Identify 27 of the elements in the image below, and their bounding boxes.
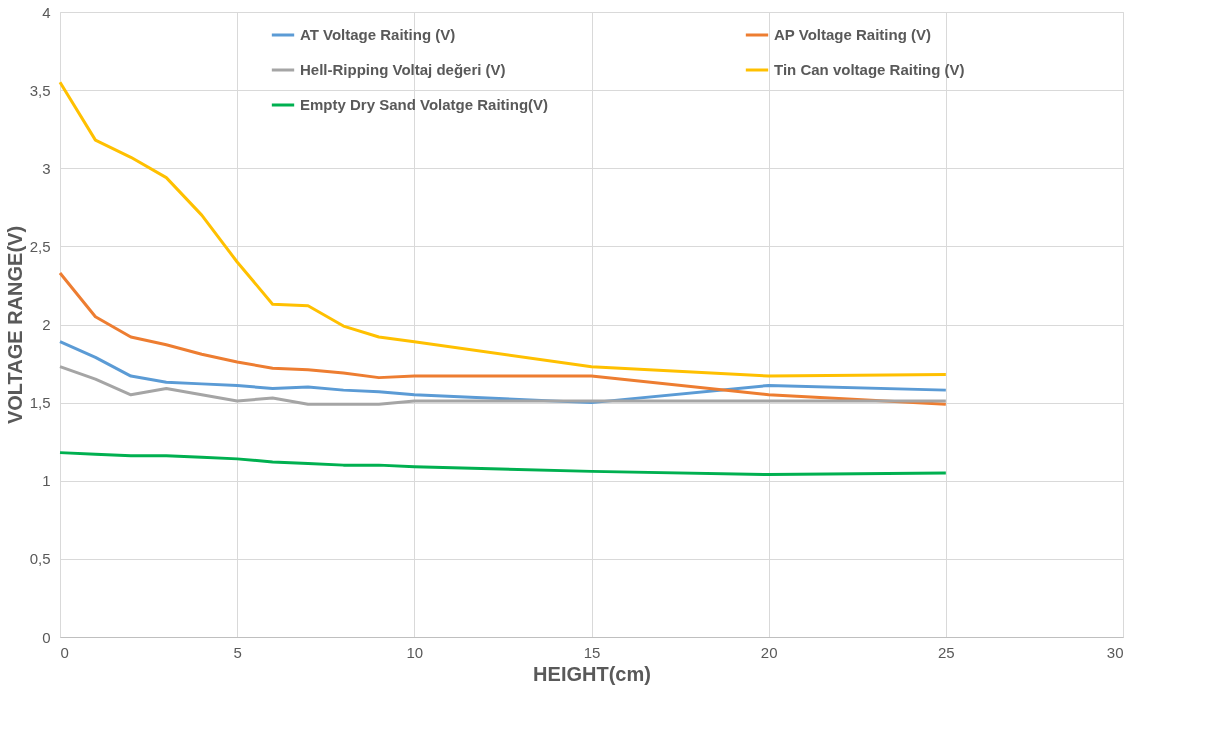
y-tick-label: 2,5 xyxy=(29,237,51,255)
legend-label: AT Voltage Raiting (V) xyxy=(300,26,456,43)
y-tick-label: 0,5 xyxy=(29,550,51,568)
y-tick-label: 0 xyxy=(42,628,51,646)
x-axis-title: HEIGHT(cm) xyxy=(533,662,651,685)
y-tick-label: 1 xyxy=(42,472,51,490)
line-series xyxy=(58,365,948,406)
line-series xyxy=(58,451,948,476)
x-tick-label: 5 xyxy=(233,643,242,661)
x-tick-label: 25 xyxy=(937,643,955,661)
line-series xyxy=(58,80,948,378)
y-tick-label: 2 xyxy=(42,316,51,333)
x-tick-label: 0 xyxy=(60,643,69,661)
y-tick-label: 3 xyxy=(42,159,51,177)
y-tick-label: 1,5 xyxy=(29,394,51,412)
legend-label: AP Voltage Raiting (V) xyxy=(774,26,931,43)
x-tick-label: 10 xyxy=(406,643,424,661)
y-tick-label: 3,5 xyxy=(29,81,51,99)
y-tick-label: 4 xyxy=(42,3,51,21)
legend-label: Empty Dry Sand Volatge Raiting(V) xyxy=(300,96,549,113)
x-tick-label: 30 xyxy=(1106,643,1124,661)
legend-label: Tin Can voltage Raiting (V) xyxy=(774,61,965,78)
y-axis-title: VOLTAGE RANGE(V) xyxy=(3,225,26,425)
x-tick-label: 20 xyxy=(760,643,778,661)
legend-label: Hell-Ripping Voltaj değeri (V) xyxy=(300,61,506,78)
line-series xyxy=(58,271,948,406)
x-tick-label: 15 xyxy=(583,643,601,661)
